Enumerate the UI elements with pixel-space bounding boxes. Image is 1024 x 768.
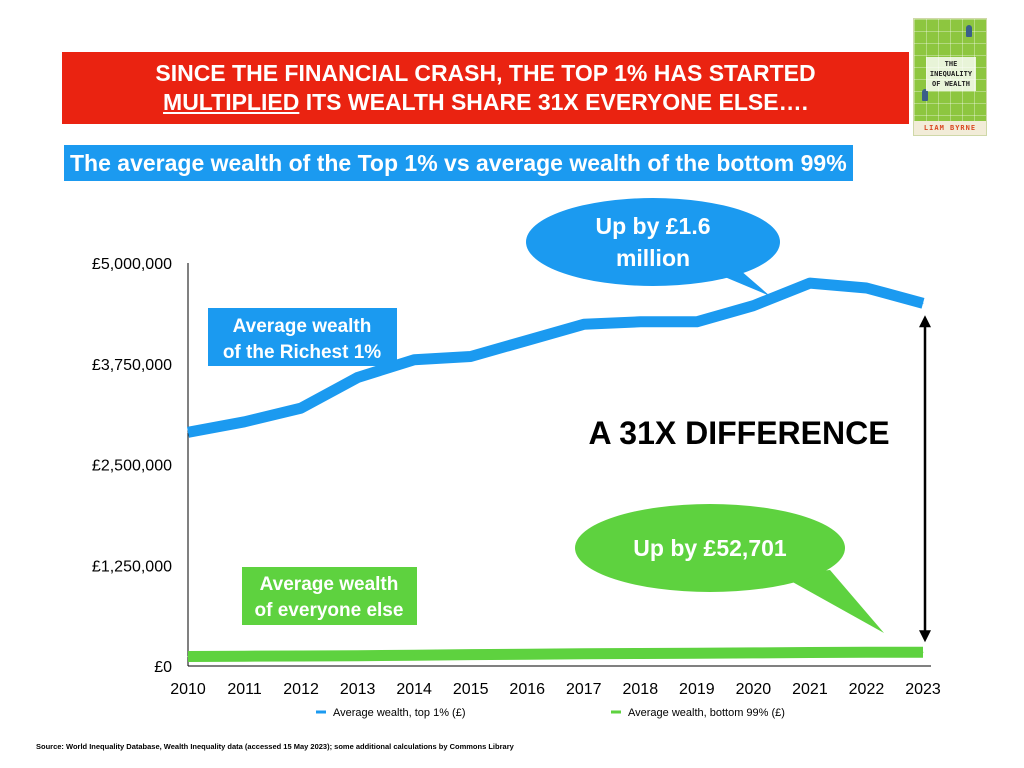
x-tick-label: 2021	[792, 681, 828, 698]
top1-data-point	[357, 376, 359, 378]
top1-data-point	[187, 431, 189, 433]
x-tick-label: 2019	[679, 681, 715, 698]
top1-data-point	[865, 287, 867, 289]
top1-label-line-1: Average wealth	[233, 316, 372, 337]
top1-data-point	[583, 323, 585, 325]
x-tick-label: 2012	[283, 681, 319, 698]
y-tick-label: £0	[154, 659, 172, 676]
bottom99-series-line	[187, 646, 924, 662]
difference-annotation: A 31X DIFFERENCE	[588, 415, 889, 451]
bottom99-series-label: Average wealth of everyone else	[242, 567, 417, 625]
x-tick-label: 2020	[736, 681, 772, 698]
top1-data-point	[244, 421, 246, 423]
book-figure	[922, 89, 928, 101]
top1-data-point	[413, 359, 415, 361]
arrow-head-down	[919, 630, 931, 643]
bottom99-data-point	[526, 653, 528, 655]
top1-label-line-2: of the Richest 1%	[223, 342, 381, 363]
top1-data-point	[752, 305, 754, 307]
bottom-callout-bubble: Up by £52,701	[575, 504, 884, 633]
top1-data-point	[639, 321, 641, 323]
top1-data-point	[922, 302, 924, 304]
top-callout-line-1: Up by £1.6	[595, 213, 710, 239]
chart-subtitle: The average wealth of the Top 1% vs aver…	[64, 145, 853, 181]
bottom99-data-point	[187, 655, 189, 657]
bottom99-label-line-2: of everyone else	[255, 600, 404, 621]
headline-line-2-rest: ITS WEALTH SHARE 31X EVERYONE ELSE….	[299, 89, 808, 115]
x-tick-label: 2023	[905, 681, 941, 698]
bottom99-data-point	[244, 655, 246, 657]
top1-data-point	[470, 355, 472, 357]
arrow-head-up	[919, 315, 931, 328]
y-tick-label: £1,250,000	[92, 558, 172, 575]
x-tick-label: 2014	[396, 681, 432, 698]
legend-label: Average wealth, top 1% (£)	[333, 707, 465, 719]
bottom99-data-point	[696, 652, 698, 654]
top1-data-point	[809, 282, 811, 284]
y-tick-label: £5,000,000	[92, 256, 172, 273]
top1-data-point	[526, 339, 528, 341]
bottom99-data-point	[752, 652, 754, 654]
bottom99-label-line-1: Average wealth	[260, 574, 399, 595]
book-author: LIAM BYRNE	[914, 121, 986, 135]
top-callout-bubble: Up by £1.6 million	[526, 198, 780, 296]
bottom99-data-point	[639, 653, 641, 655]
top1-series-label: Average wealth of the Richest 1%	[208, 308, 397, 366]
x-tick-label: 2016	[509, 681, 545, 698]
headline-emphasis: MULTIPLIED	[163, 89, 300, 115]
x-tick-label: 2010	[170, 681, 206, 698]
top-callout-line-2: million	[616, 245, 690, 271]
x-tick-label: 2015	[453, 681, 489, 698]
bottom99-data-point	[300, 655, 302, 657]
top1-series-line	[186, 277, 925, 438]
y-tick-label: £3,750,000	[92, 357, 172, 374]
headline-line-1: SINCE THE FINANCIAL CRASH, THE TOP 1% HA…	[155, 60, 816, 86]
bottom-callout-text: Up by £52,701	[633, 535, 787, 561]
difference-arrow	[919, 315, 931, 643]
x-tick-label: 2011	[227, 681, 262, 698]
x-tick-label: 2022	[849, 681, 885, 698]
source-note: Source: World Inequality Database, Wealt…	[36, 742, 514, 751]
bottom99-data-point	[413, 654, 415, 656]
y-tick-label: £2,500,000	[92, 458, 172, 475]
bottom99-data-point	[922, 651, 924, 653]
bottom99-data-point	[357, 655, 359, 657]
book-title: THE INEQUALITY OF WEALTH	[926, 57, 976, 91]
x-tick-label: 2013	[340, 681, 376, 698]
legend-label: Average wealth, bottom 99% (£)	[628, 707, 785, 719]
book-cover-image: THE INEQUALITY OF WEALTH LIAM BYRNE	[913, 18, 987, 136]
bottom99-data-point	[583, 653, 585, 655]
top1-data-point	[300, 407, 302, 409]
top1-data-point	[696, 321, 698, 323]
headline-line-2: MULTIPLIED ITS WEALTH SHARE 31X EVERYONE…	[62, 88, 909, 117]
bottom99-data-point	[865, 651, 867, 653]
headline-banner: SINCE THE FINANCIAL CRASH, THE TOP 1% HA…	[62, 52, 909, 124]
x-tick-label: 2018	[623, 681, 659, 698]
bottom99-data-point	[809, 651, 811, 653]
bottom99-data-point	[470, 654, 472, 656]
x-tick-label: 2017	[566, 681, 602, 698]
book-figure	[966, 25, 972, 37]
